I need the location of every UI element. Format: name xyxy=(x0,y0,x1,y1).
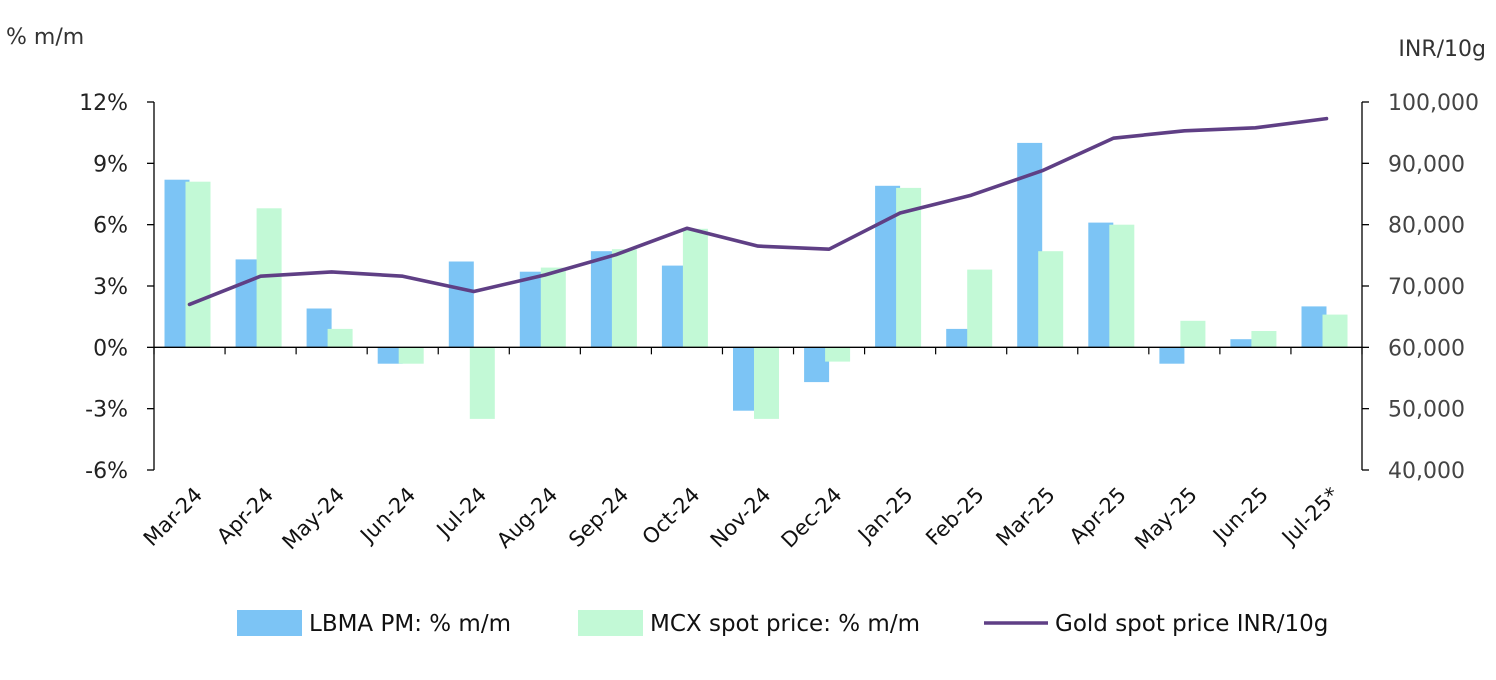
bar-mcx-15 xyxy=(1251,331,1277,348)
left-axis-title: % m/m xyxy=(6,25,84,50)
left-tick-label: 12% xyxy=(79,91,128,116)
right-tick-label: 80,000 xyxy=(1388,214,1465,239)
x-tick-label: Nov-24 xyxy=(706,483,776,553)
right-tick-label: 50,000 xyxy=(1388,398,1465,423)
bar-lbma-11 xyxy=(946,328,972,348)
bar-mcx-3 xyxy=(398,347,424,364)
x-tick-label: Dec-24 xyxy=(777,483,847,553)
axes-layer xyxy=(147,101,1369,471)
x-tick-label: Mar-24 xyxy=(139,483,207,551)
legend-label-gold: Gold spot price INR/10g xyxy=(1055,611,1328,637)
right-tick-label: 60,000 xyxy=(1388,336,1465,361)
bar-mcx-13 xyxy=(1109,224,1135,348)
bar-mcx-14 xyxy=(1180,320,1206,348)
bar-lbma-14 xyxy=(1159,347,1185,364)
bar-mcx-7 xyxy=(682,228,708,348)
legend: LBMA PM: % m/m MCX spot price: % m/m Gold … xyxy=(237,610,1328,637)
right-axis-title: INR/10g xyxy=(1398,37,1486,62)
bar-lbma-9 xyxy=(804,347,830,383)
bar-lbma-5 xyxy=(519,271,545,348)
x-tick-label: May-24 xyxy=(278,483,350,555)
x-tick-label: Jun-25 xyxy=(1207,483,1273,549)
x-tick-label: Jul-24 xyxy=(431,483,492,544)
right-tick-label: 40,000 xyxy=(1388,459,1465,484)
x-tick-label: May-25 xyxy=(1130,483,1202,555)
x-tick-label: Jul-25* xyxy=(1276,483,1344,551)
legend-swatch-lbma xyxy=(237,610,302,636)
x-tick-label: Sep-24 xyxy=(564,483,633,552)
left-tick-label: -3% xyxy=(85,398,128,423)
left-tick-label: 0% xyxy=(93,336,128,361)
right-tick-label: 90,000 xyxy=(1388,152,1465,177)
legend-label-mcx: MCX spot price: % m/m xyxy=(650,611,920,637)
x-tick-label: Apr-25 xyxy=(1065,483,1131,549)
line-layer xyxy=(187,116,1329,307)
bar-mcx-2 xyxy=(327,328,353,348)
bar-lbma-16 xyxy=(1301,306,1327,348)
left-tick-label: 9% xyxy=(93,152,128,177)
bar-lbma-4 xyxy=(448,261,474,348)
x-tick-label: Feb-25 xyxy=(921,483,989,551)
bar-lbma-2 xyxy=(306,308,332,348)
bar-lbma-13 xyxy=(1088,222,1114,348)
bar-lbma-7 xyxy=(661,265,687,348)
bar-lbma-8 xyxy=(733,347,758,411)
legend-label-lbma: LBMA PM: % m/m xyxy=(309,611,511,637)
x-tick-label: Mar-25 xyxy=(991,483,1059,551)
bar-lbma-10 xyxy=(875,185,901,348)
bar-mcx-12 xyxy=(1038,251,1064,348)
bar-mcx-9 xyxy=(825,347,851,362)
left-tick-label: 6% xyxy=(93,214,128,239)
bar-mcx-6 xyxy=(611,249,637,348)
bar-mcx-8 xyxy=(754,347,779,419)
bar-mcx-5 xyxy=(540,267,566,348)
bar-lbma-3 xyxy=(377,347,403,364)
x-tick-label: Aug-24 xyxy=(492,483,562,553)
bar-mcx-0 xyxy=(185,181,211,348)
right-tick-label: 100,000 xyxy=(1388,91,1479,116)
left-tick-label: 3% xyxy=(93,275,128,300)
gold-spot-price-line xyxy=(187,116,1329,307)
bar-mcx-16 xyxy=(1322,314,1348,348)
legend-swatch-mcx xyxy=(578,610,643,636)
bar-lbma-15 xyxy=(1230,339,1256,348)
x-tick-label: Apr-24 xyxy=(212,483,278,549)
bar-lbma-6 xyxy=(590,251,616,348)
x-tick-label: Oct-24 xyxy=(638,483,705,550)
bar-lbma-1 xyxy=(235,259,261,348)
bar-mcx-11 xyxy=(967,269,993,348)
x-tick-label: Jan-25 xyxy=(852,483,918,549)
right-tick-label: 70,000 xyxy=(1388,275,1465,300)
bar-mcx-4 xyxy=(469,347,495,419)
bars-layer xyxy=(164,142,1348,419)
x-tick-label: Jun-24 xyxy=(354,483,420,549)
bar-lbma-0 xyxy=(164,179,190,348)
left-tick-label: -6% xyxy=(85,459,128,484)
